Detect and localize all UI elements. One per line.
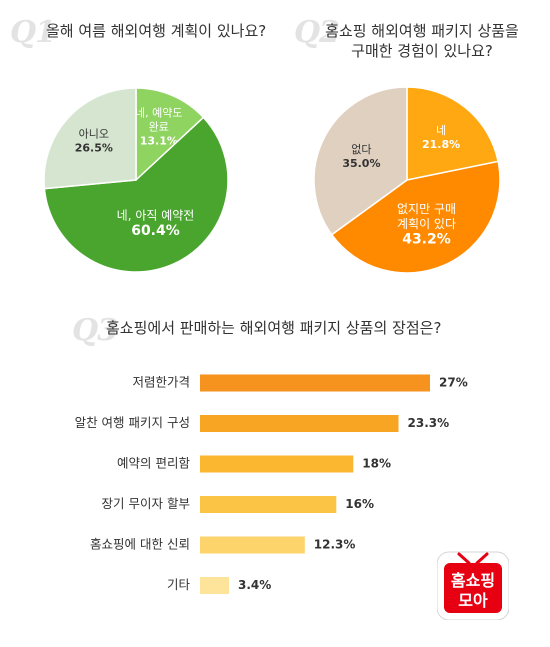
logo-antenna-left	[457, 552, 471, 565]
q1-slice-3-label-1: 아니오	[79, 128, 109, 141]
q3-category-label-4: 장기 무이자 할부	[102, 496, 190, 511]
homeshopping-moa-logo: 홈쇼핑 모아	[436, 548, 510, 621]
q3-value-label-6: 3.4%	[238, 578, 271, 592]
q1-slice-2-label-1: 네, 아직 예약전	[117, 208, 195, 223]
q3-title: 홈쇼핑에서 판매하는 해외여행 패키지 상품의 장점은?	[106, 319, 442, 337]
q1-slice-2-value: 60.4%	[131, 223, 180, 239]
q3-bar-2	[200, 415, 399, 432]
q3-value-label-2: 23.3%	[408, 416, 450, 430]
q3-bar-1	[200, 374, 430, 392]
q3-bar-5	[200, 536, 305, 554]
q3-category-label-5: 홈쇼핑에 대한 신뢰	[90, 537, 190, 552]
q3-category-label-2: 알찬 여행 패키지 구성	[75, 415, 190, 430]
logo-antenna-right	[475, 552, 489, 565]
logo-text-line-1: 홈쇼핑	[451, 571, 495, 590]
q1-number: Q1	[10, 15, 56, 50]
q2-slice-2-label-2: 계획이 있다	[397, 217, 456, 231]
q2-slice-1-label-1: 네	[436, 124, 446, 137]
q3-bar-6	[200, 577, 229, 594]
logo-tv-screen	[444, 563, 502, 613]
q3-category-label-1: 저렴한가격	[132, 375, 190, 390]
q3-value-label-5: 12.3%	[314, 538, 356, 552]
q1-slice-1-label-2: 완료	[149, 121, 169, 134]
q2-number: Q2	[294, 15, 340, 50]
q2-slice-2	[330, 160, 501, 274]
q1-slice-1	[135, 87, 205, 182]
q3-category-label-3: 예약의 편리함	[117, 456, 190, 471]
q1-slice-1-label-1: 네, 예약도	[135, 106, 182, 120]
q3-value-label-1: 27%	[439, 376, 468, 390]
q3-category-label-6: 기타	[167, 577, 191, 592]
q2-slice-3	[313, 86, 408, 236]
q1-slice-3-value: 26.5%	[75, 142, 113, 155]
q3-number: Q3	[72, 313, 118, 348]
q1-title: 올해 여름 해외여행 계획이 있나요?	[46, 22, 267, 40]
q2-slice-1	[406, 86, 500, 181]
q1-slice-2	[43, 116, 229, 273]
q1-slice-3	[43, 87, 137, 190]
q2-slice-3-value: 35.0%	[342, 157, 380, 170]
q3-value-label-4: 16%	[345, 497, 374, 511]
q3-bar-3	[200, 455, 354, 473]
q2-slice-1-value: 21.8%	[422, 138, 460, 151]
logo-text-line-2: 모아	[458, 591, 488, 610]
q1-slice-1-value: 13.1%	[140, 135, 178, 148]
q2-title-line-2: 구매한 경험이 있나요?	[351, 42, 493, 60]
q2-title-line-1: 홈쇼핑 해외여행 패키지 상품을	[325, 22, 519, 40]
q2-slice-2-label-1: 없지만 구매	[397, 202, 456, 216]
q2-title: 홈쇼핑 해외여행 패키지 상품을 구매한 경험이 있나요?	[316, 21, 528, 61]
q3-value-label-3: 18%	[362, 457, 391, 471]
q2-slice-2-value: 43.2%	[402, 231, 451, 247]
q3-bar-4	[200, 496, 337, 513]
q2-slice-3-label-1: 없다	[351, 143, 371, 156]
